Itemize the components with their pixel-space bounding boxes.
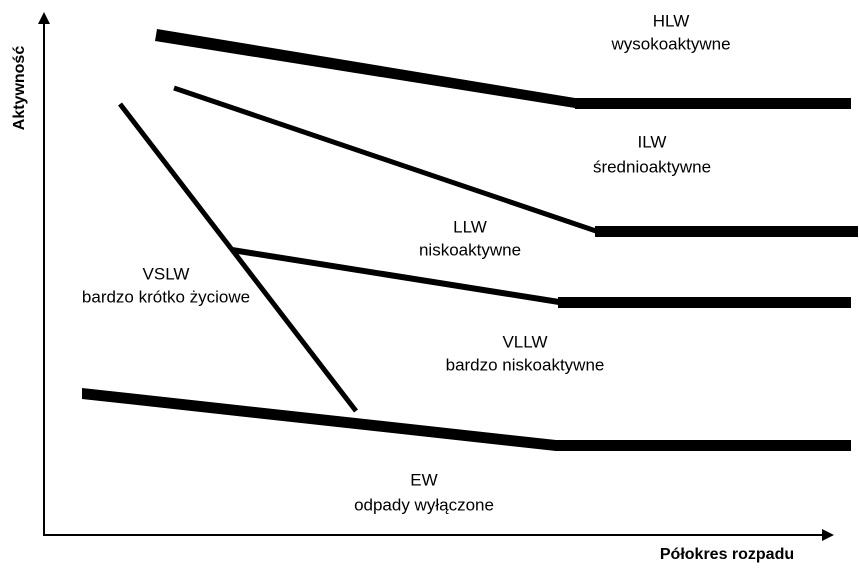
ew-boundary [555,440,851,451]
region-code: EW [410,470,437,489]
ilw-boundary [595,226,858,237]
ilw-boundary [173,85,597,234]
hlw-boundary [155,29,575,108]
region-name: wysokoaktywne [610,34,730,53]
region-name: odpady wyłączone [354,495,494,514]
hlw-boundary [575,98,851,109]
region-name: niskoaktywne [419,240,521,259]
region-name: bardzo niskoaktywne [446,355,605,374]
region-code: LLW [453,217,487,236]
vslw-boundary [118,102,358,413]
region-code: ILW [638,132,667,151]
llw-boundary [558,297,851,308]
ew-boundary [82,388,556,451]
llw-boundary [231,247,560,305]
region-code: VLLW [502,332,547,351]
region-name: bardzo krótko życiowe [82,287,250,306]
y-axis-label: Aktywność [11,46,28,131]
x-axis-label: Półokres rozpadu [660,546,794,563]
region-code: VSLW [143,264,190,283]
region-code: HLW [653,11,690,30]
region-name: średnioaktywne [593,157,711,176]
